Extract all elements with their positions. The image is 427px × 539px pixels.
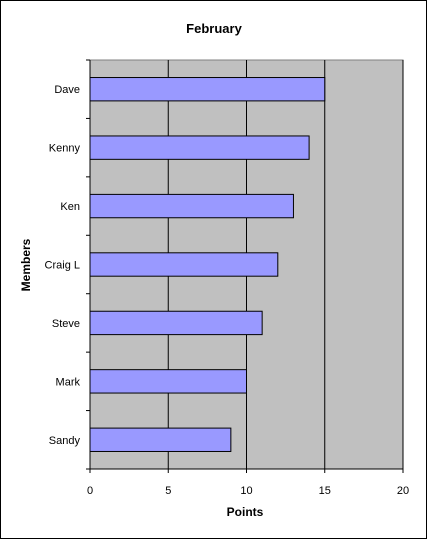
category-label: Mark: [56, 376, 81, 388]
chart-title: February: [186, 21, 242, 36]
category-label: Kenny: [49, 143, 81, 155]
axes: Dave Kenny Ken Craig L Steve Mark Sandy 0 5 10 15 2…: [45, 59, 409, 497]
x-tick-label: 10: [240, 485, 252, 497]
x-tick-label: 20: [397, 485, 409, 497]
bars: [89, 77, 326, 452]
category-label: Ken: [60, 201, 80, 213]
category-label: Craig L: [45, 260, 80, 272]
x-tick-label: 15: [319, 485, 331, 497]
category-label: Sandy: [49, 435, 81, 447]
x-tick-label: 0: [87, 485, 93, 497]
bar-steve: [89, 310, 263, 336]
bar-mark: [89, 369, 247, 394]
bar-kenny: [89, 135, 310, 160]
x-tick-label: 5: [165, 485, 171, 497]
bar-sandy: [89, 427, 232, 452]
bar-dave: [89, 77, 326, 102]
bar-ken: [89, 193, 294, 219]
y-axis-title: Members: [19, 238, 33, 291]
bar-craig-l: [89, 252, 279, 277]
category-label: Dave: [54, 84, 80, 96]
category-label: Steve: [52, 318, 80, 330]
x-axis-title: Points: [227, 505, 264, 519]
